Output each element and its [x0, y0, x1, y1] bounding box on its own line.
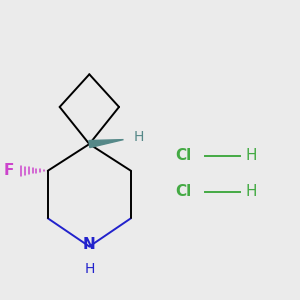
- Text: H: H: [84, 262, 94, 276]
- Polygon shape: [89, 140, 124, 148]
- Text: Cl: Cl: [176, 184, 192, 199]
- Text: Cl: Cl: [176, 148, 192, 164]
- Text: H: H: [134, 130, 144, 144]
- Text: F: F: [3, 163, 14, 178]
- Text: H: H: [245, 148, 257, 164]
- Text: N: N: [83, 238, 96, 253]
- Text: H: H: [245, 184, 257, 199]
